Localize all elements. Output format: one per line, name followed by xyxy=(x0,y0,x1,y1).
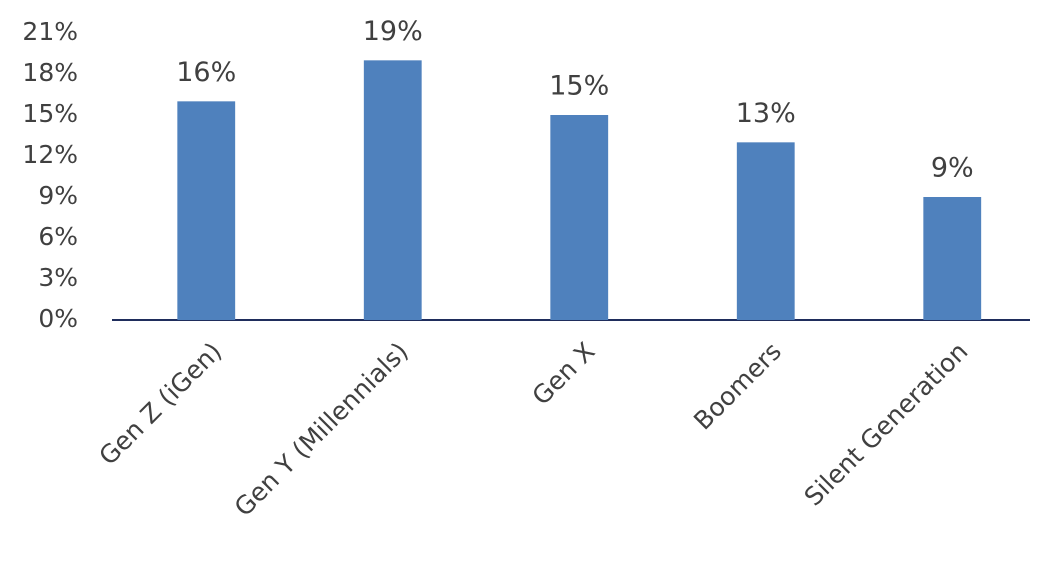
x-tick-label: Gen Y (Millennials) xyxy=(229,337,414,522)
x-tick-label: Silent Generation xyxy=(799,337,974,512)
bar xyxy=(550,115,609,320)
y-tick-label: 12% xyxy=(22,140,78,169)
y-tick-label: 0% xyxy=(38,304,78,333)
bar xyxy=(923,197,982,320)
x-tick-label: Gen X xyxy=(526,337,600,411)
y-tick-label: 18% xyxy=(22,58,78,87)
data-label: 16% xyxy=(176,57,236,88)
y-tick-label: 9% xyxy=(38,181,78,210)
data-label: 15% xyxy=(549,71,609,102)
y-tick-label: 3% xyxy=(38,263,78,292)
bar xyxy=(177,101,236,320)
bar xyxy=(363,60,422,320)
data-label: 13% xyxy=(736,98,796,129)
x-tick-label: Boomers xyxy=(688,337,787,436)
y-tick-label: 15% xyxy=(22,99,78,128)
y-tick-label: 21% xyxy=(22,17,78,46)
x-tick-label: Gen Z (iGen) xyxy=(93,337,227,471)
bar xyxy=(736,142,795,320)
data-label: 9% xyxy=(931,153,974,184)
y-tick-label: 6% xyxy=(38,222,78,251)
data-label: 19% xyxy=(363,16,423,47)
